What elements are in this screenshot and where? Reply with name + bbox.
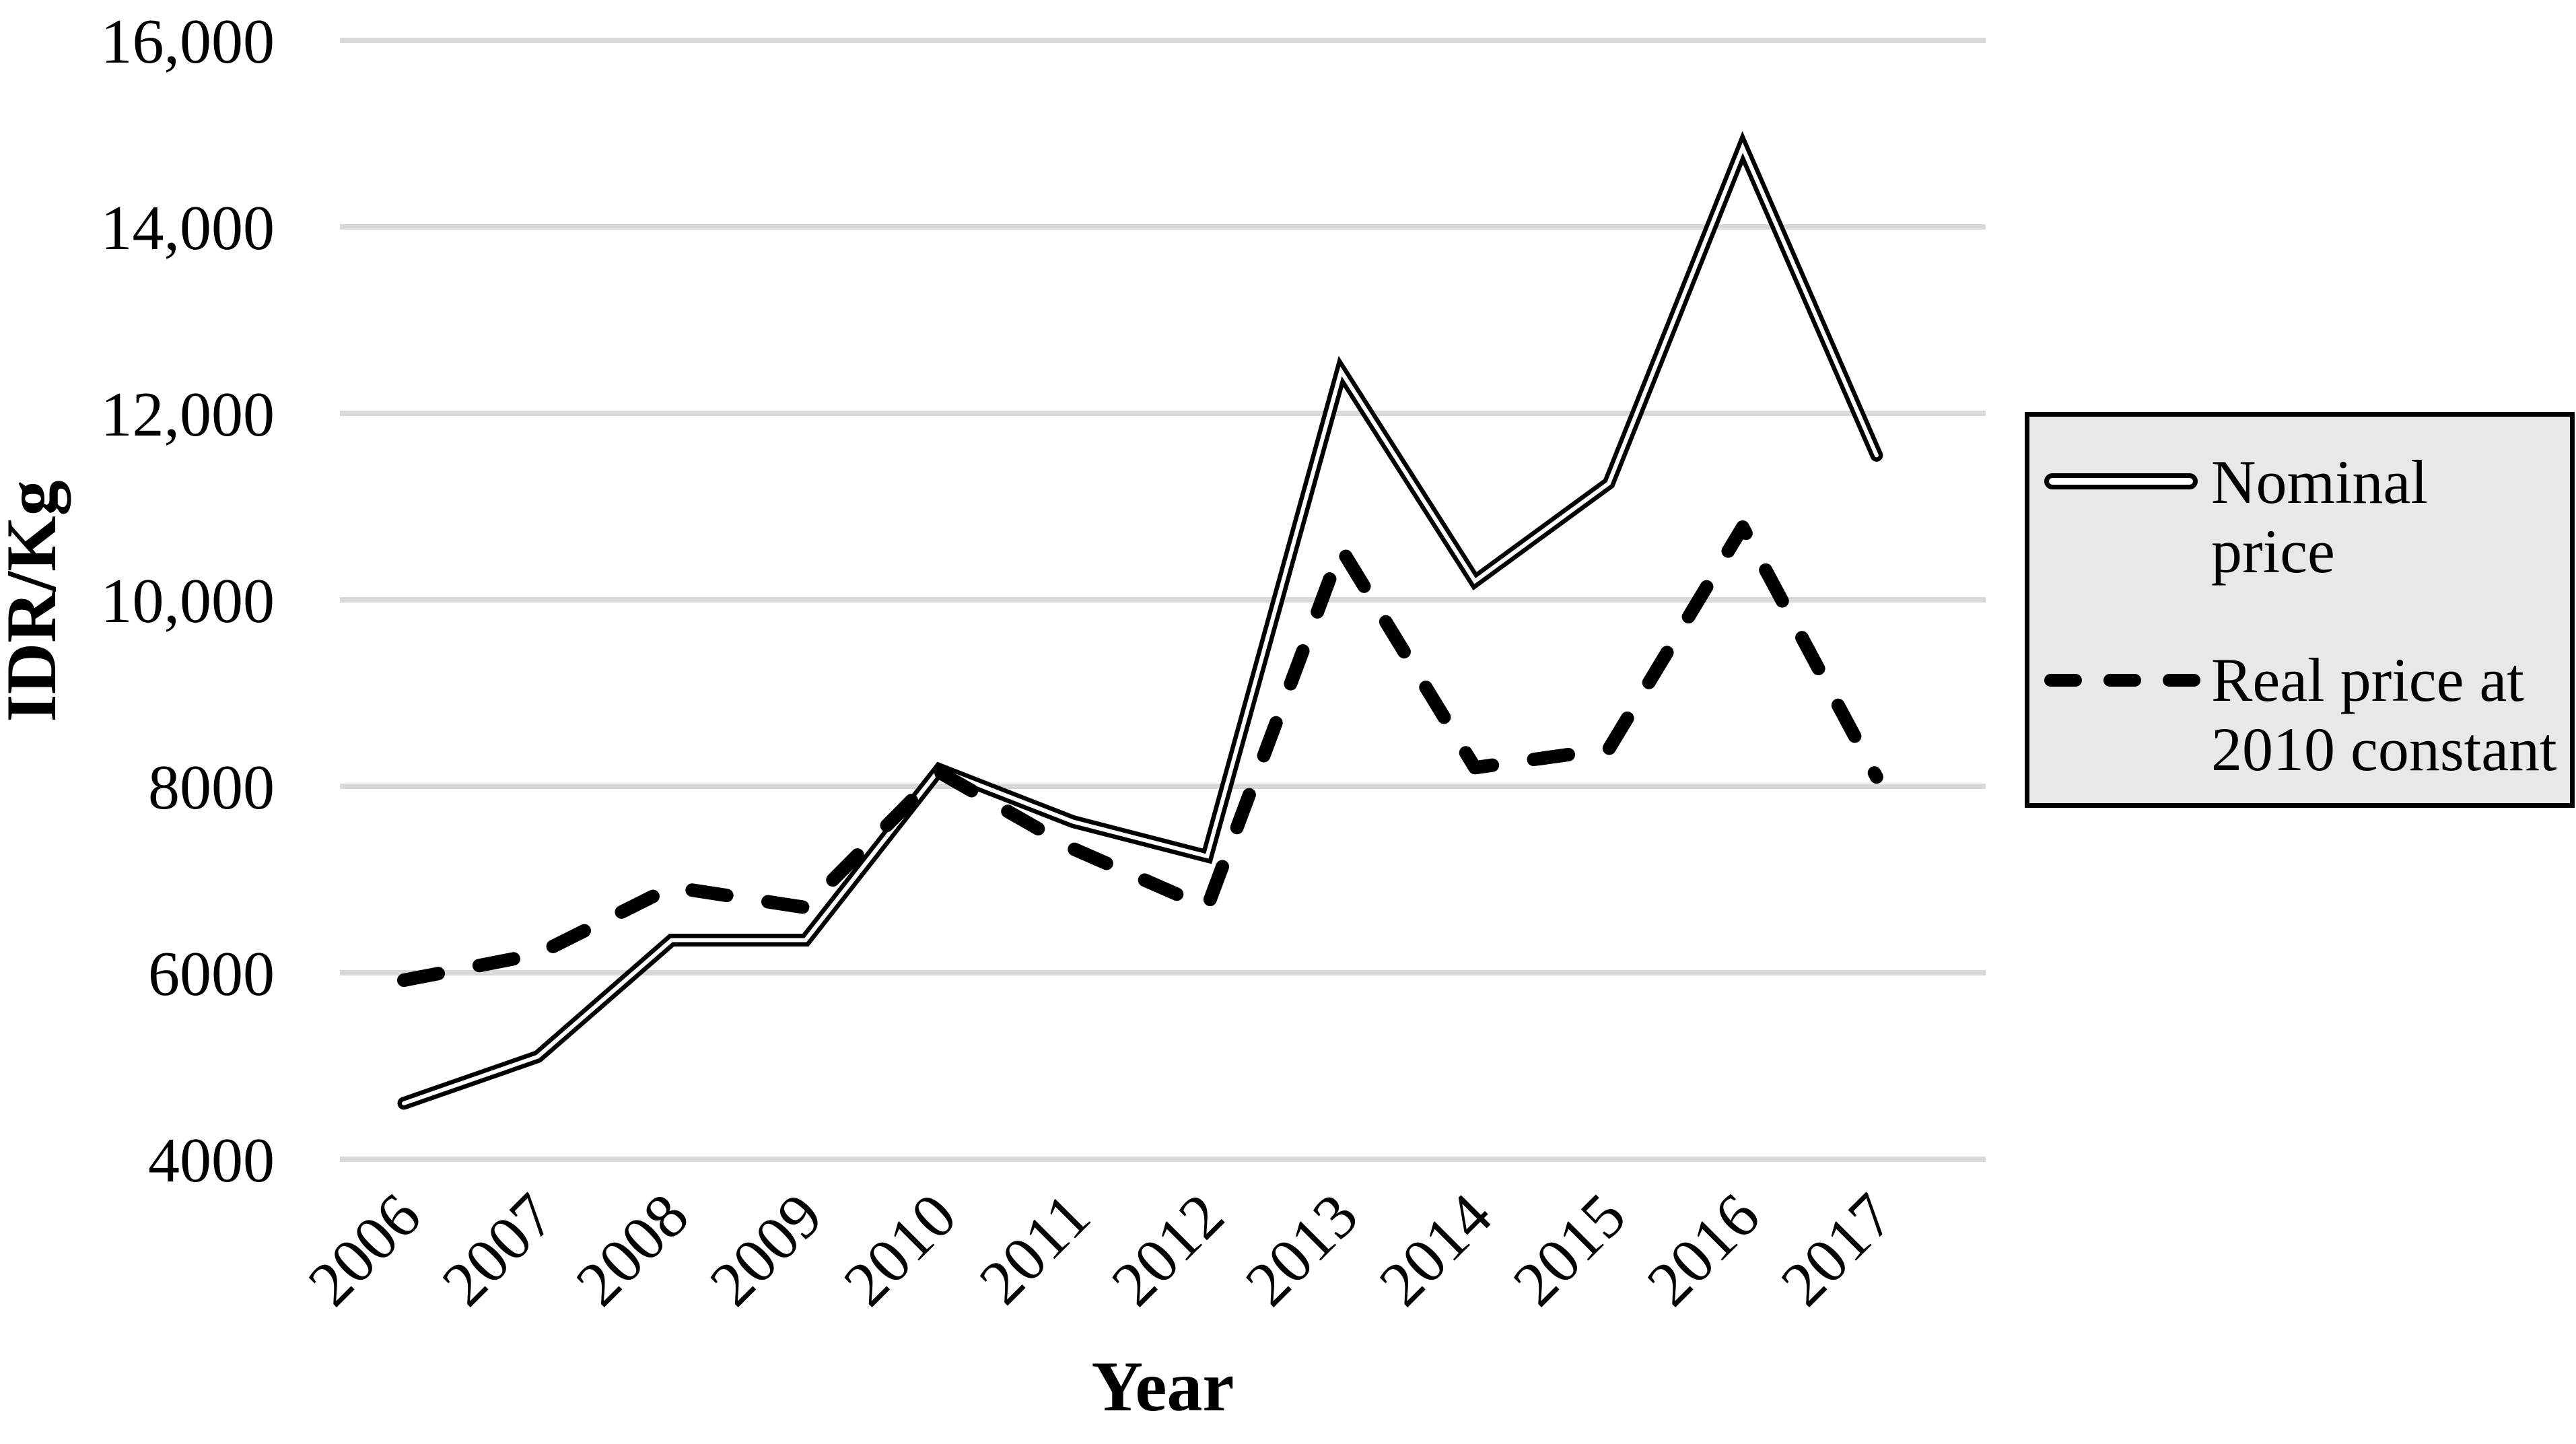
y-tick-label: 10,000: [101, 566, 275, 636]
legend-item-real: Real price at 2010 constant: [2029, 646, 2570, 784]
nominal-double-line-symbol: [2044, 473, 2198, 489]
y-tick-label: 16,000: [101, 7, 275, 77]
x-tick-label: 2016: [1634, 1180, 1772, 1319]
nominal-price-line: [397, 131, 1883, 1110]
nominal-price-line-inner: [402, 142, 1879, 1105]
y-tick-label: 6000: [148, 939, 275, 1009]
x-tick-label: 2011: [966, 1180, 1103, 1317]
x-tick-label: 2017: [1768, 1180, 1906, 1319]
x-tick-label: 2014: [1366, 1180, 1505, 1319]
y-tick-label: 12,000: [101, 380, 275, 450]
real-dashed-line-symbol: [2044, 674, 2200, 687]
legend-label-real: Real price at 2010 constant: [2211, 646, 2557, 784]
y-axis-title: IDR/Kg: [0, 480, 71, 722]
x-tick-label: 2010: [831, 1180, 969, 1319]
real-price-dashed-line: [397, 520, 1883, 988]
y-tick-label: 4000: [148, 1126, 275, 1196]
legend-label-nominal: Nominal price: [2211, 448, 2428, 586]
x-tick-label: 2013: [1232, 1180, 1371, 1319]
x-tick-label: 2006: [295, 1180, 433, 1319]
x-tick-label: 2008: [563, 1180, 701, 1319]
x-tick-label: 2015: [1500, 1180, 1638, 1319]
y-tick-label: 14,000: [101, 193, 275, 263]
x-tick-label: 2012: [1099, 1180, 1237, 1319]
legend-item-nominal: Nominal price: [2029, 448, 2570, 586]
y-tick-label: 8000: [148, 753, 275, 823]
x-tick-label: 2009: [697, 1180, 835, 1319]
x-tick-label: 2007: [429, 1180, 567, 1319]
legend-box: Nominal price Real price at 2010 constan…: [2025, 412, 2575, 808]
x-axis-title: Year: [1092, 1347, 1234, 1426]
